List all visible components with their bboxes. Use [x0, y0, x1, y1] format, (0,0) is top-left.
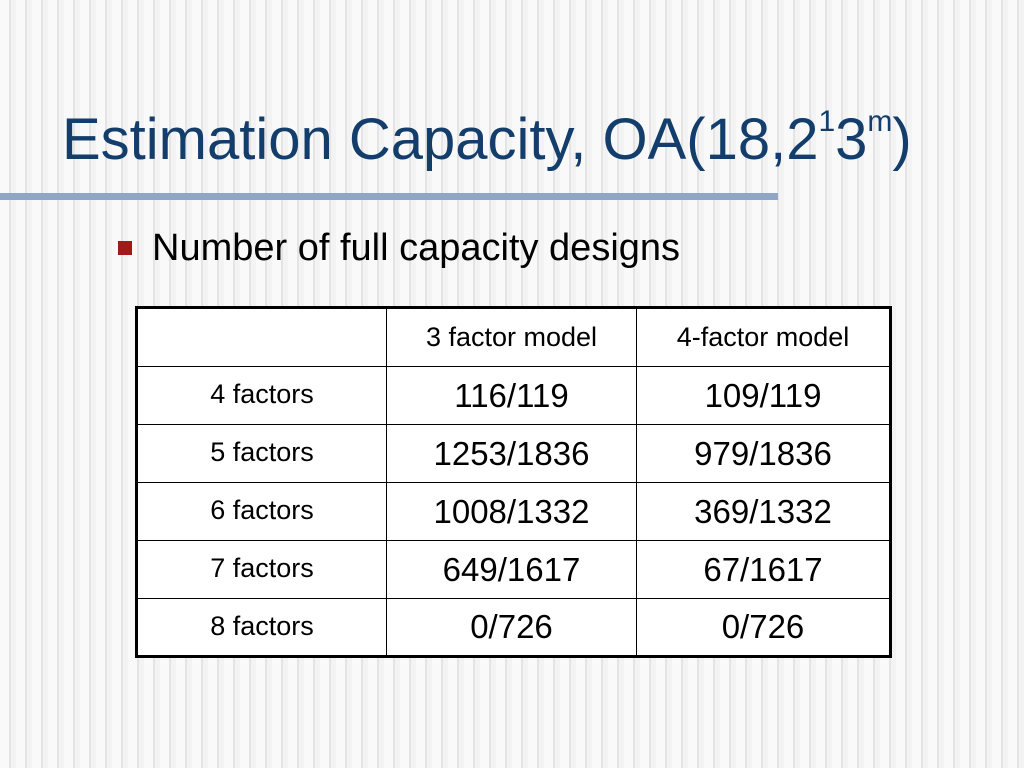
slide-title: Estimation Capacity, OA(18,213m)	[62, 100, 912, 180]
row-label: 7 factors	[136, 540, 387, 599]
table-cell: 369/1332	[636, 482, 891, 541]
title-superscript-1: 1	[818, 104, 836, 138]
table-row: 4 factors 116/119 109/119	[136, 366, 891, 425]
table-cell: 116/119	[386, 366, 637, 425]
title-end: )	[892, 107, 912, 172]
table-header-cell: 4-factor model	[636, 307, 891, 367]
row-label: 6 factors	[136, 482, 387, 541]
bullet-text: Number of full capacity designs	[152, 226, 681, 269]
table-row: 7 factors 649/1617 67/1617	[136, 540, 891, 599]
row-label: 4 factors	[136, 366, 387, 425]
title-superscript-m: m	[867, 104, 893, 138]
table-header-row: 3 factor model 4-factor model	[136, 307, 891, 367]
table-cell: 67/1617	[636, 540, 891, 599]
capacity-table: 3 factor model 4-factor model 4 factors …	[135, 306, 892, 658]
table-cell: 1253/1836	[386, 424, 637, 483]
title-underline-rule	[0, 193, 778, 200]
table-cell: 0/726	[386, 598, 637, 657]
title-mid: 3	[835, 107, 868, 172]
table-cell: 979/1836	[636, 424, 891, 483]
table-header-cell: 3 factor model	[386, 307, 637, 367]
row-label: 8 factors	[136, 598, 387, 657]
row-label: 5 factors	[136, 424, 387, 483]
table-header-cell	[136, 307, 387, 367]
table-cell: 0/726	[636, 598, 891, 657]
square-bullet-icon	[118, 241, 132, 255]
title-main: Estimation Capacity, OA(18,2	[62, 107, 819, 172]
table-row: 6 factors 1008/1332 369/1332	[136, 482, 891, 541]
bullet-item: Number of full capacity designs	[118, 222, 680, 274]
table-cell: 109/119	[636, 366, 891, 425]
table-row: 8 factors 0/726 0/726	[136, 598, 891, 657]
table-cell: 649/1617	[386, 540, 637, 599]
table-cell: 1008/1332	[386, 482, 637, 541]
table-row: 5 factors 1253/1836 979/1836	[136, 424, 891, 483]
